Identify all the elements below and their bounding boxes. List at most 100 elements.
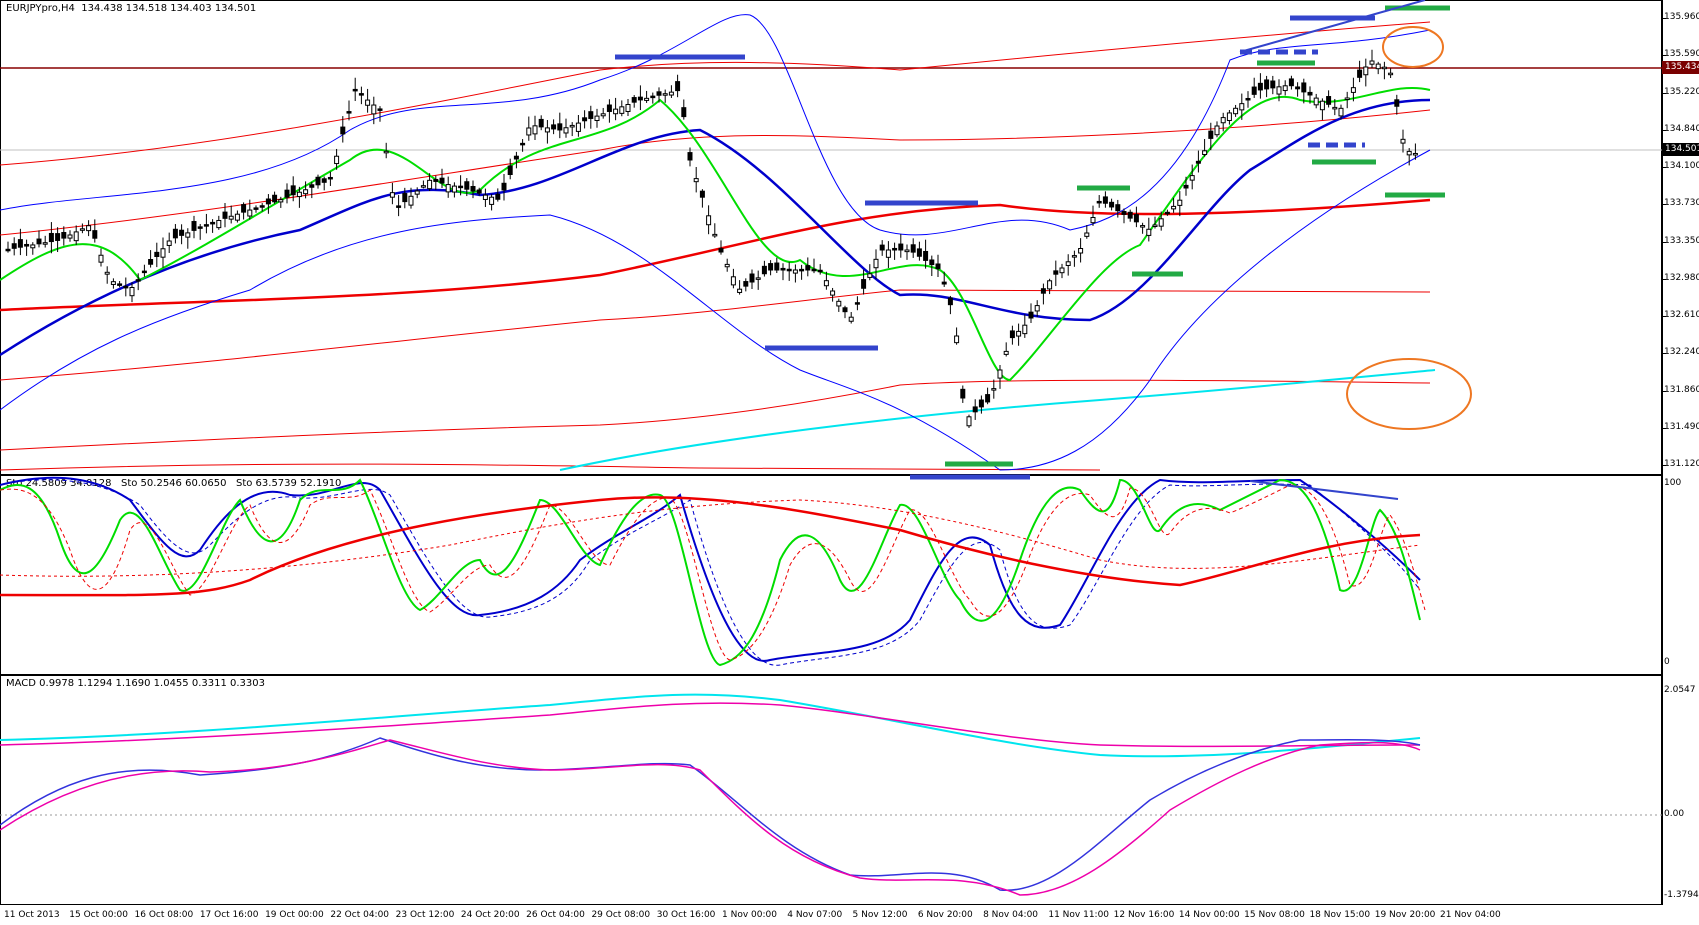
bull-candle xyxy=(482,194,488,200)
bollinger-upper xyxy=(0,14,1431,236)
bull-candle xyxy=(334,155,340,165)
bear-candle xyxy=(1264,79,1270,90)
time-axis-label: 17 Oct 16:00 xyxy=(199,910,259,920)
bear-candle xyxy=(203,224,209,227)
bear-candle xyxy=(1028,311,1034,319)
bear-candle xyxy=(464,181,470,190)
bear-candle xyxy=(1102,196,1108,204)
bear-candle xyxy=(148,259,154,265)
orange-circle xyxy=(1346,358,1472,430)
price-tick-label: 131.120 xyxy=(1664,459,1699,469)
time-axis-label: 12 Nov 16:00 xyxy=(1113,910,1175,920)
bull-candle xyxy=(836,300,842,307)
bear-candle xyxy=(1053,270,1059,275)
bear-candle xyxy=(972,406,978,413)
bull-candle xyxy=(1003,350,1009,355)
bull-candle xyxy=(247,209,253,217)
bull-candle xyxy=(619,106,625,114)
macd-magenta-slow xyxy=(0,702,1421,748)
bear-candle xyxy=(197,226,203,229)
bull-candle xyxy=(79,228,85,231)
bull-candle xyxy=(1375,63,1381,70)
bull-candle xyxy=(1047,280,1053,290)
bear-candle xyxy=(1301,82,1307,93)
bull-candle xyxy=(1276,86,1282,95)
bull-candle xyxy=(445,184,451,193)
bull-candle xyxy=(1171,205,1177,210)
bull-candle xyxy=(1202,150,1208,156)
price-tick-mark xyxy=(1662,241,1666,243)
bear-candle xyxy=(1127,211,1133,219)
bull-candle xyxy=(1400,138,1406,144)
price-tick-label: 131.490 xyxy=(1664,421,1699,432)
time-axis-label: 19 Nov 20:00 xyxy=(1374,910,1436,920)
bull-candle xyxy=(1152,224,1158,227)
bear-candle xyxy=(551,124,557,130)
price-tick-label: 135.590 xyxy=(1664,49,1699,60)
price-tick-label: 134.100 xyxy=(1664,161,1699,171)
price-tick-mark xyxy=(1662,353,1666,355)
time-axis-label: 6 Nov 20:00 xyxy=(917,910,973,920)
bear-candle xyxy=(1121,211,1127,215)
bear-candle xyxy=(978,399,984,408)
price-tick-mark xyxy=(1662,18,1666,19)
bull-candle xyxy=(1319,100,1325,111)
bull-candle xyxy=(1412,152,1418,156)
bear-candle xyxy=(92,230,98,239)
time-axis-label: 11 Oct 2013 xyxy=(4,910,60,920)
bull-candle xyxy=(1022,324,1028,335)
price-tick-label: 131.860 xyxy=(1664,384,1699,395)
bull-candle xyxy=(278,199,284,203)
stoch-tick-100: 100 xyxy=(1664,478,1682,488)
stochastic-pane[interactable] xyxy=(0,475,1662,675)
bear-candle xyxy=(402,193,408,203)
bear-candle xyxy=(780,267,786,271)
chart-drawing-layer xyxy=(0,0,1662,896)
stoch-signal-red xyxy=(0,484,1426,661)
bull-candle xyxy=(1214,125,1220,136)
bull-candle xyxy=(730,276,736,286)
bull-candle xyxy=(569,124,575,128)
bull-candle xyxy=(997,369,1003,379)
bear-candle xyxy=(346,111,352,114)
bear-candle xyxy=(650,95,656,99)
bull-candle xyxy=(1146,228,1152,236)
price-tick-label: 132.240 xyxy=(1664,347,1699,358)
bull-candle xyxy=(991,388,997,391)
bull-candle xyxy=(296,191,302,198)
bull-candle xyxy=(1078,248,1084,254)
time-axis-label: 30 Oct 16:00 xyxy=(656,910,716,920)
bear-candle xyxy=(947,297,953,306)
bull-candle xyxy=(532,125,538,135)
bear-candle xyxy=(1164,211,1170,215)
bear-candle xyxy=(1326,96,1332,105)
bear-candle xyxy=(941,281,947,285)
bear-candle xyxy=(923,250,929,261)
bear-candle xyxy=(1096,200,1102,204)
bear-candle xyxy=(396,205,402,208)
bear-candle xyxy=(123,285,129,289)
bull-candle xyxy=(1233,107,1239,115)
bull-candle xyxy=(712,233,718,237)
bull-candle xyxy=(98,254,104,263)
bull-candle xyxy=(1282,85,1288,92)
bear-candle xyxy=(1040,288,1046,294)
time-axis-label: 14 Nov 00:00 xyxy=(1178,910,1240,920)
bull-candle xyxy=(1177,199,1183,206)
bull-candle xyxy=(724,263,730,268)
bull-candle xyxy=(228,215,234,220)
current-price-tag: 134.501 xyxy=(1662,143,1699,156)
time-axis-label: 16 Oct 08:00 xyxy=(134,910,194,920)
bear-candle xyxy=(290,185,296,196)
envelope-lower xyxy=(0,379,1431,451)
bear-candle xyxy=(284,189,290,198)
bull-candle xyxy=(30,244,36,249)
stoch-signal-blue xyxy=(0,479,1421,666)
bull-candle xyxy=(216,219,222,229)
bear-candle xyxy=(55,233,61,241)
bull-candle xyxy=(1369,60,1375,65)
bull-candle xyxy=(86,225,92,232)
price-tick-label: 133.350 xyxy=(1664,235,1699,246)
bear-candle xyxy=(1307,91,1313,96)
cyan-trendline xyxy=(559,369,1436,471)
